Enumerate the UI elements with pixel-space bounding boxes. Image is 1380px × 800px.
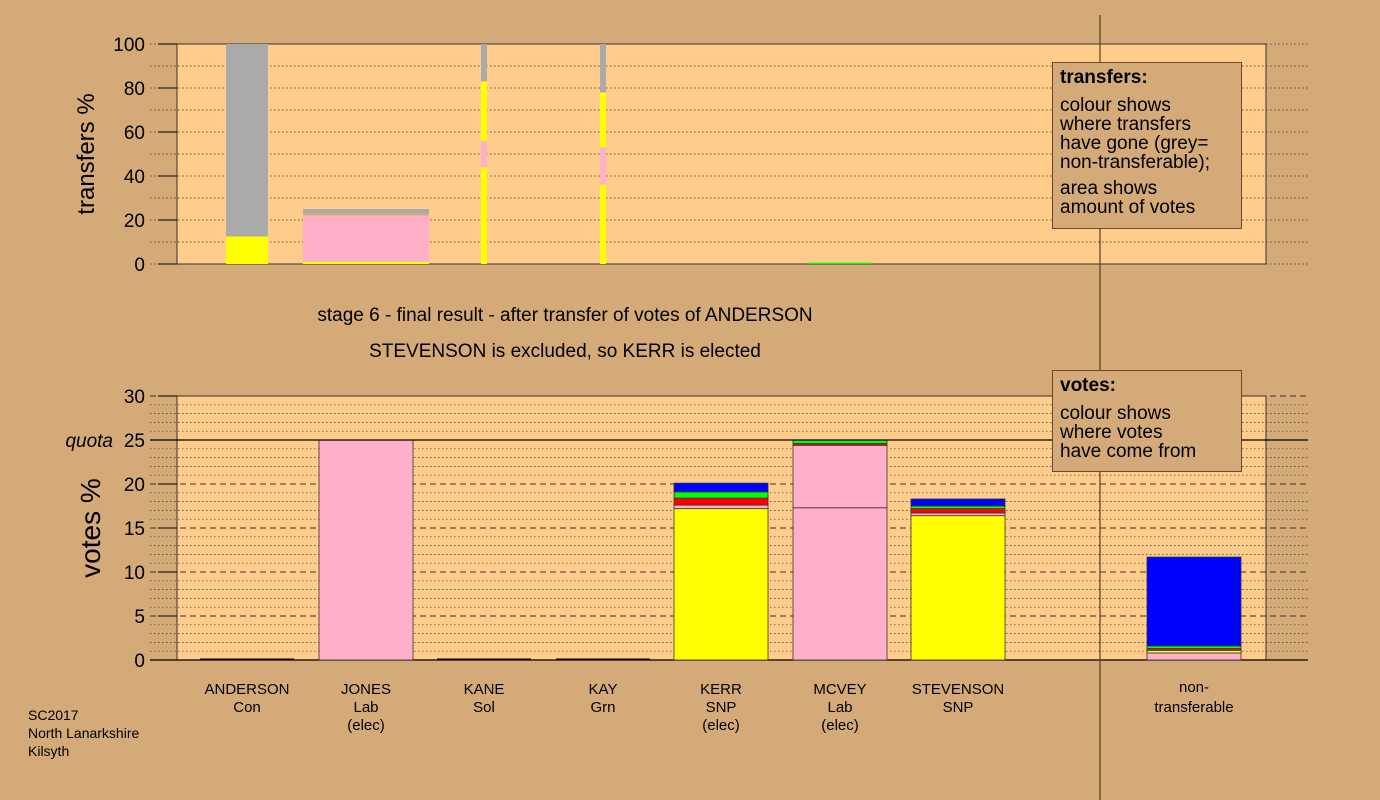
- vote-bar-segment: [673, 482, 769, 493]
- transfers-tick-label: 60: [124, 123, 145, 144]
- transfers-tick-label: 20: [124, 211, 145, 232]
- transfer-bar-segment: [600, 184, 606, 264]
- stage-caption: stage 6 - final result - after transfer …: [317, 305, 813, 326]
- transfer-bar-segment: [226, 44, 268, 237]
- vote-bar-segment: [910, 508, 1006, 514]
- transfer-bar-segment: [481, 44, 487, 82]
- votes-tick-label: 20: [124, 475, 145, 496]
- candidate-party-label: SNP: [706, 699, 737, 716]
- candidate-name-label: KANE: [464, 681, 505, 698]
- transfers-tick-label: 0: [134, 255, 145, 276]
- votes-legend-line: have come from: [1060, 441, 1197, 462]
- vote-bar-segment: [673, 497, 769, 506]
- candidate-party-label: Lab: [353, 699, 378, 716]
- candidate-name-label: STEVENSON: [912, 681, 1005, 698]
- transfer-bar-segment: [481, 167, 487, 264]
- transfers-legend-line: colour shows: [1060, 95, 1171, 116]
- votes-legend: votes: colour shows where votes have com…: [1052, 370, 1242, 472]
- transfer-bar-segment: [303, 209, 429, 214]
- quota-label: quota: [65, 431, 113, 452]
- vote-bar-segment: [792, 507, 888, 661]
- result-caption: STEVENSON is excluded, so KERR is electe…: [369, 341, 761, 362]
- votes-legend-line: where votes: [1060, 422, 1163, 443]
- nontransferable-label: non-: [1179, 679, 1209, 696]
- candidate-party-label: Sol: [473, 699, 495, 716]
- transfers-tick-label: 80: [124, 79, 145, 100]
- candidate-name-label: ANDERSON: [204, 681, 289, 698]
- vote-bar-segment: [318, 439, 414, 661]
- votes-tick-label: 0: [134, 651, 145, 672]
- votes-axis-label: votes %: [75, 478, 106, 578]
- votes-tick-label: 25: [124, 431, 145, 452]
- transfer-bar-segment: [600, 147, 606, 185]
- candidate-status-label: (elec): [702, 717, 740, 734]
- vote-bar-segment: [1146, 556, 1242, 647]
- candidate-party-label: Con: [233, 699, 261, 716]
- vote-bar-segment: [673, 508, 769, 661]
- votes-tick-label: 5: [134, 607, 145, 628]
- transfers-legend-line: where transfers: [1060, 114, 1191, 135]
- transfer-bar-segment: [481, 81, 487, 141]
- transfers-legend: transfers: colour shows where transfers …: [1052, 62, 1242, 229]
- transfers-axis-label: transfers %: [73, 93, 100, 214]
- vote-bar-segment: [910, 498, 1006, 507]
- candidate-name-label: KERR: [700, 681, 742, 698]
- election-footer: SC2017 North Lanarkshire Kilsyth: [28, 706, 139, 760]
- footer-line: North Lanarkshire: [28, 725, 140, 741]
- transfer-bar-segment: [600, 44, 606, 93]
- votes-tick-label: 10: [124, 563, 145, 584]
- votes-tick-label: 30: [124, 387, 145, 408]
- transfers-legend-line: area shows: [1060, 178, 1158, 199]
- candidate-status-label: (elec): [821, 717, 859, 734]
- candidate-party-label: SNP: [943, 699, 974, 716]
- candidate-name-label: JONES: [341, 681, 391, 698]
- votes-legend-line: colour shows: [1060, 403, 1171, 424]
- transfer-bar-segment: [303, 261, 429, 264]
- footer-line: SC2017: [28, 707, 79, 723]
- candidate-party-label: Grn: [590, 699, 615, 716]
- vote-bar-segment: [673, 491, 769, 499]
- transfers-legend-line: non-transferable);: [1060, 152, 1210, 173]
- transfers-legend-line: amount of votes: [1060, 197, 1196, 218]
- vote-bar-segment: [792, 444, 888, 509]
- transfers-tick-label: 40: [124, 167, 145, 188]
- vote-bar-segment: [910, 515, 1006, 661]
- candidate-name-label: MCVEY: [813, 681, 866, 698]
- transfer-bar-segment: [303, 215, 429, 262]
- candidate-name-label: KAY: [589, 681, 618, 698]
- vote-bar-segment: [1146, 652, 1242, 661]
- transfer-bar-segment: [808, 262, 872, 264]
- transfer-bar-segment: [600, 92, 606, 148]
- vote-bar-segment: [673, 504, 769, 510]
- candidate-party-label: Lab: [827, 699, 852, 716]
- footer-line: Kilsyth: [28, 743, 70, 759]
- transfers-legend-line: have gone (grey=: [1060, 133, 1209, 154]
- votes-legend-title: votes:: [1060, 375, 1116, 396]
- transfers-legend-title: transfers:: [1060, 67, 1148, 88]
- transfers-tick-label: 100: [113, 35, 145, 56]
- transfer-bar-segment: [226, 236, 268, 264]
- transfer-bar-segment: [481, 140, 487, 168]
- transfer-bar-segment: [303, 213, 429, 216]
- votes-tick-label: 15: [124, 519, 145, 540]
- nontransferable-label: transferable: [1154, 699, 1233, 716]
- candidate-status-label: (elec): [347, 717, 385, 734]
